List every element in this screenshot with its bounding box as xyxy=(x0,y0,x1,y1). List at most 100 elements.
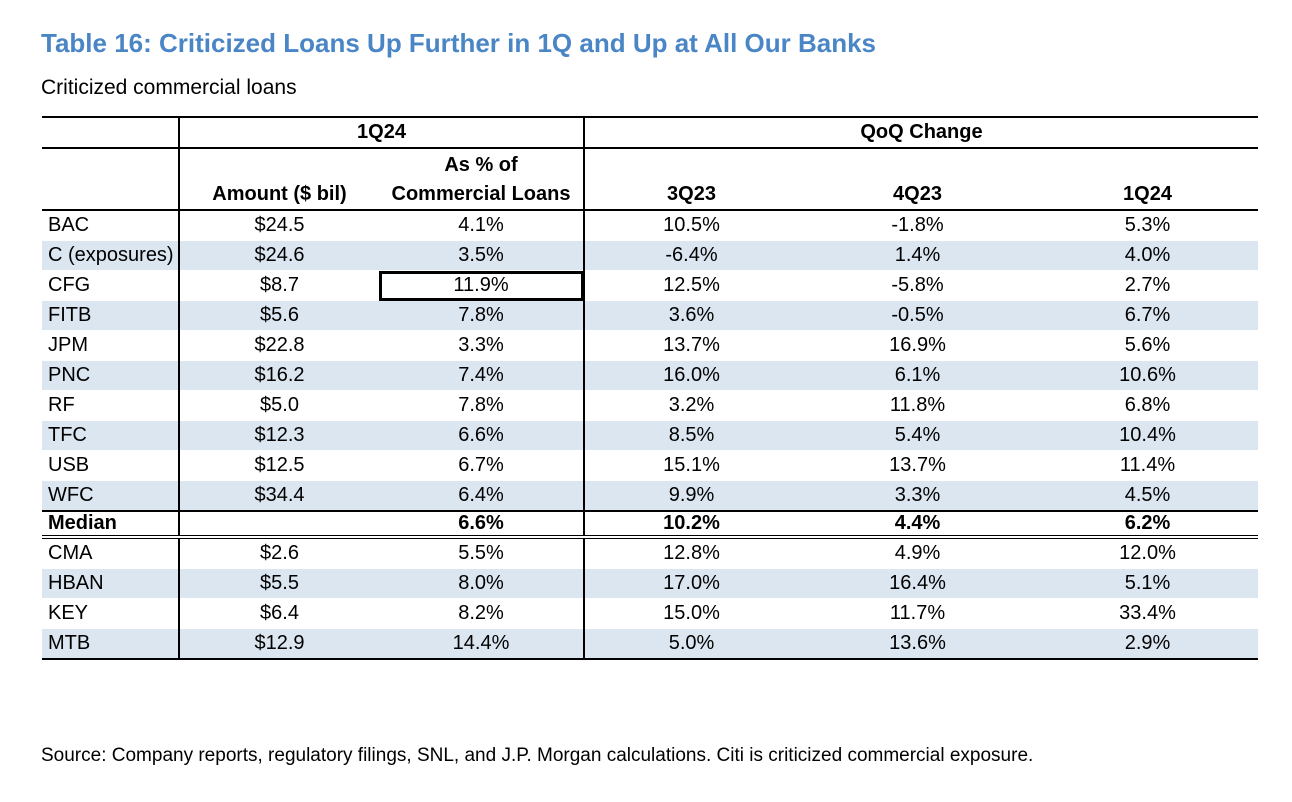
cell-3q23: -6.4% xyxy=(583,240,798,271)
cell-1q24: 10.6% xyxy=(1037,360,1258,391)
header-column-row: Amount ($ bil) As % of Commercial Loans 3… xyxy=(42,148,1258,211)
median-label: Median xyxy=(42,510,179,539)
cell-3q23: 3.2% xyxy=(583,390,798,421)
median-1q24: 6.2% xyxy=(1037,510,1258,539)
header-1q24: 1Q24 xyxy=(1037,148,1258,211)
cell-4q23: -0.5% xyxy=(798,300,1037,331)
cell-pct: 4.1% xyxy=(379,210,584,241)
cell-bank: TFC xyxy=(42,420,179,451)
table-subtitle: Criticized commercial loans xyxy=(41,76,297,99)
cell-4q23: -5.8% xyxy=(798,270,1037,301)
cell-pct: 5.5% xyxy=(379,537,584,569)
cell-4q23: 6.1% xyxy=(798,360,1037,391)
source-note: Source: Company reports, regulatory fili… xyxy=(41,745,1034,766)
cell-amount: $5.0 xyxy=(178,390,379,421)
cell-1q24: 12.0% xyxy=(1037,537,1258,569)
cell-amount: $22.8 xyxy=(178,330,379,361)
cell-3q23: 15.0% xyxy=(583,598,798,629)
cell-4q23: 4.9% xyxy=(798,537,1037,569)
cell-amount: $5.5 xyxy=(178,568,379,599)
table-row: WFC $34.4 6.4% 9.9% 3.3% 4.5% xyxy=(42,480,1258,512)
cell-pct: 3.5% xyxy=(379,240,584,271)
cell-1q24: 33.4% xyxy=(1037,598,1258,629)
cell-4q23: 11.8% xyxy=(798,390,1037,421)
header-pct-line1: As % of xyxy=(444,154,518,176)
cell-pct: 14.4% xyxy=(379,628,584,660)
cell-pct: 11.9% xyxy=(379,270,584,301)
cell-bank: KEY xyxy=(42,598,179,629)
cell-3q23: 16.0% xyxy=(583,360,798,391)
cell-bank: JPM xyxy=(42,330,179,361)
cell-bank: PNC xyxy=(42,360,179,391)
median-4q23: 4.4% xyxy=(798,510,1037,539)
table-row: HBAN $5.5 8.0% 17.0% 16.4% 5.1% xyxy=(42,568,1258,599)
header-pct-line2: Commercial Loans xyxy=(391,183,571,205)
table-body-other: CMA $2.6 5.5% 12.8% 4.9% 12.0% HBAN $5.5 8.0% 17.… xyxy=(42,537,1258,660)
cell-pct: 8.0% xyxy=(379,568,584,599)
cell-amount: $6.4 xyxy=(178,598,379,629)
cell-1q24: 11.4% xyxy=(1037,450,1258,481)
cell-amount: $24.5 xyxy=(178,210,379,241)
cell-pct: 3.3% xyxy=(379,330,584,361)
cell-1q24: 5.6% xyxy=(1037,330,1258,361)
cell-bank: CMA xyxy=(42,537,179,569)
cell-bank: RF xyxy=(42,390,179,421)
table-row: KEY $6.4 8.2% 15.0% 11.7% 33.4% xyxy=(42,598,1258,629)
cell-bank: BAC xyxy=(42,210,179,241)
cell-3q23: 10.5% xyxy=(583,210,798,241)
table-row: CMA $2.6 5.5% 12.8% 4.9% 12.0% xyxy=(42,537,1258,569)
cell-3q23: 3.6% xyxy=(583,300,798,331)
cell-pct: 7.8% xyxy=(379,390,584,421)
header-group-row: 1Q24 QoQ Change xyxy=(42,116,1258,149)
cell-4q23: 5.4% xyxy=(798,420,1037,451)
cell-amount: $34.4 xyxy=(178,480,379,512)
header-blank xyxy=(42,116,179,149)
cell-4q23: 11.7% xyxy=(798,598,1037,629)
cell-bank: FITB xyxy=(42,300,179,331)
cell-3q23: 5.0% xyxy=(583,628,798,660)
cell-1q24: 5.1% xyxy=(1037,568,1258,599)
cell-amount: $2.6 xyxy=(178,537,379,569)
header-bank xyxy=(42,148,179,211)
cell-4q23: 3.3% xyxy=(798,480,1037,512)
header-4q23: 4Q23 xyxy=(798,148,1037,211)
table-row: MTB $12.9 14.4% 5.0% 13.6% 2.9% xyxy=(42,628,1258,660)
header-pct: As % of Commercial Loans xyxy=(379,148,584,211)
cell-3q23: 12.8% xyxy=(583,537,798,569)
cell-3q23: 17.0% xyxy=(583,568,798,599)
cell-amount: $12.5 xyxy=(178,450,379,481)
table-row: FITB $5.6 7.8% 3.6% -0.5% 6.7% xyxy=(42,300,1258,331)
cell-bank: C (exposures) xyxy=(42,240,179,271)
table-row: C (exposures) $24.6 3.5% -6.4% 1.4% 4.0% xyxy=(42,240,1258,271)
cell-pct: 6.6% xyxy=(379,420,584,451)
median-3q23: 10.2% xyxy=(583,510,798,539)
cell-bank: CFG xyxy=(42,270,179,301)
cell-3q23: 9.9% xyxy=(583,480,798,512)
table-body-main: BAC $24.5 4.1% 10.5% -1.8% 5.3% C (exposures) $… xyxy=(42,210,1258,512)
median-amount xyxy=(178,510,379,539)
table-title: Table 16: Criticized Loans Up Further in… xyxy=(41,28,877,58)
cell-1q24: 2.9% xyxy=(1037,628,1258,660)
cell-amount: $12.9 xyxy=(178,628,379,660)
cell-4q23: 16.4% xyxy=(798,568,1037,599)
cell-pct: 7.8% xyxy=(379,300,584,331)
median-pct: 6.6% xyxy=(379,510,584,539)
table-row: USB $12.5 6.7% 15.1% 13.7% 11.4% xyxy=(42,450,1258,481)
cell-pct: 6.4% xyxy=(379,480,584,512)
cell-1q24: 4.5% xyxy=(1037,480,1258,512)
cell-amount: $8.7 xyxy=(178,270,379,301)
cell-4q23: 16.9% xyxy=(798,330,1037,361)
cell-1q24: 4.0% xyxy=(1037,240,1258,271)
median-row: Median 6.6% 10.2% 4.4% 6.2% xyxy=(42,510,1258,539)
cell-3q23: 13.7% xyxy=(583,330,798,361)
cell-bank: USB xyxy=(42,450,179,481)
cell-amount: $12.3 xyxy=(178,420,379,451)
cell-1q24: 2.7% xyxy=(1037,270,1258,301)
header-3q23: 3Q23 xyxy=(583,148,798,211)
cell-1q24: 6.8% xyxy=(1037,390,1258,421)
header-group-qoq: QoQ Change xyxy=(583,116,1258,149)
cell-4q23: 13.7% xyxy=(798,450,1037,481)
cell-bank: MTB xyxy=(42,628,179,660)
cell-4q23: 1.4% xyxy=(798,240,1037,271)
cell-amount: $24.6 xyxy=(178,240,379,271)
